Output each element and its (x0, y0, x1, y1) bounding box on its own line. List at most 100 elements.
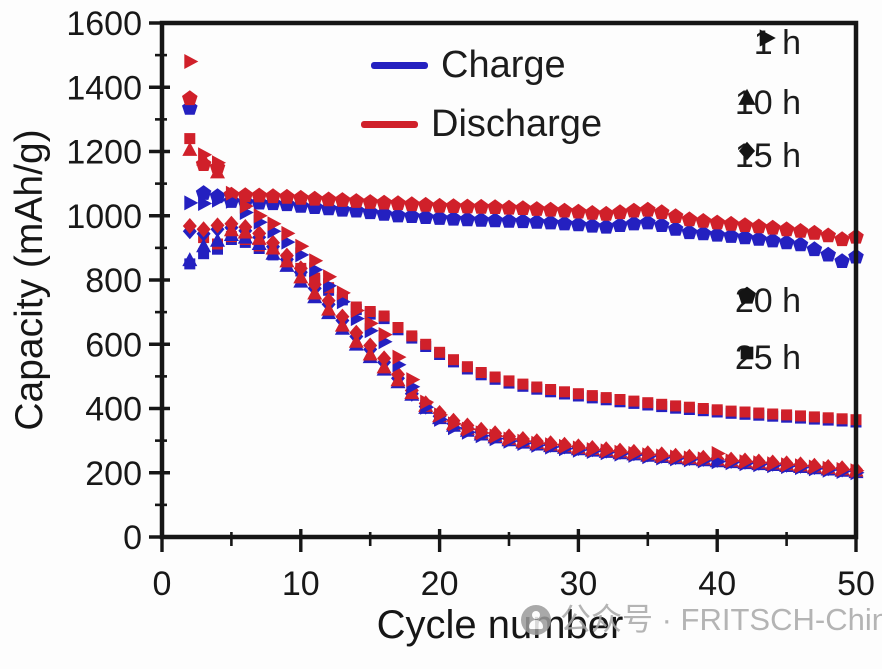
data-point (182, 218, 197, 234)
data-point (445, 198, 462, 213)
diamond-marker-icon (738, 141, 836, 168)
data-point (709, 214, 725, 230)
data-point (711, 404, 723, 416)
y-tick-label: 0 (123, 519, 142, 557)
data-point (697, 403, 709, 414)
y-tick-label: 400 (85, 391, 142, 429)
data-point (806, 224, 823, 240)
data-point (307, 285, 323, 300)
data-point (404, 385, 420, 400)
data-point (695, 225, 712, 241)
data-point (725, 405, 737, 417)
data-point (349, 324, 364, 341)
data-point (348, 333, 364, 348)
data-point (711, 446, 726, 461)
data-point (225, 185, 240, 201)
data-point (739, 406, 751, 418)
data-point (753, 407, 765, 419)
data-point (461, 361, 473, 373)
data-point (265, 188, 281, 204)
data-point (448, 354, 459, 366)
data-point (778, 221, 795, 237)
data-point (434, 346, 446, 358)
data-point (431, 197, 448, 213)
data-point (642, 447, 657, 463)
data-point (376, 359, 392, 374)
data-point (751, 231, 767, 246)
time-legend-entry-20h: 20 h (735, 284, 836, 318)
data-point (792, 223, 809, 238)
time-legend-entry-15h: 15 h (735, 139, 836, 173)
data-point (529, 201, 545, 216)
data-point (184, 133, 196, 145)
data-point (626, 202, 642, 218)
data-point (461, 421, 476, 437)
data-point (487, 212, 503, 228)
data-point (681, 211, 698, 227)
data-point (210, 232, 225, 247)
data-point (376, 205, 392, 221)
data-point (834, 231, 850, 247)
data-point (517, 378, 529, 390)
charge-line-swatch (371, 61, 428, 69)
data-point (531, 435, 546, 451)
data-point (695, 213, 712, 228)
data-point (223, 222, 239, 237)
data-point (489, 371, 501, 383)
x-tick-label: 0 (153, 565, 172, 603)
data-point (767, 456, 782, 472)
data-point (808, 411, 820, 423)
data-point (753, 455, 768, 471)
data-point (836, 462, 851, 477)
data-point (475, 425, 490, 441)
data-point (545, 384, 557, 395)
data-point (723, 215, 739, 231)
data-point (392, 349, 407, 365)
data-point (265, 240, 281, 255)
data-point (556, 202, 573, 218)
data-point (626, 215, 642, 231)
up-triangle-marker-icon (738, 88, 836, 115)
square-glyph (740, 346, 754, 360)
wechat-official-account-icon (521, 604, 551, 635)
data-point (628, 395, 640, 407)
data-point (210, 217, 225, 234)
data-point (503, 375, 515, 387)
data-point (335, 308, 350, 325)
pentagon-marker-icon (737, 286, 836, 313)
data-point (434, 407, 449, 423)
legend-entry-discharge: Discharge (361, 105, 602, 143)
data-point (598, 205, 614, 221)
data-point (363, 337, 378, 354)
data-point (584, 217, 601, 233)
data-point (795, 410, 806, 422)
data-point (822, 460, 837, 476)
data-point (559, 386, 570, 398)
data-point (764, 232, 781, 248)
data-point (628, 446, 643, 461)
legend-label-charge: Charge (441, 44, 566, 86)
data-point (251, 230, 267, 245)
data-point (612, 217, 628, 232)
data-point (281, 225, 296, 241)
data-point (362, 194, 378, 209)
y-tick-label: 1200 (66, 134, 142, 172)
time-legend-entry-10h: 10 h (735, 86, 836, 120)
data-point (279, 188, 295, 204)
data-point (445, 210, 462, 226)
y-tick-label: 1600 (66, 5, 142, 43)
data-point (697, 451, 712, 467)
data-point (473, 198, 489, 214)
series-1h-discharge (184, 54, 865, 479)
data-point (195, 185, 212, 200)
data-point (320, 191, 337, 207)
data-point (406, 330, 418, 342)
data-point (614, 394, 626, 405)
data-point (739, 454, 754, 470)
data-point (392, 322, 404, 333)
data-point (182, 141, 198, 156)
right-triangle-glyph (759, 29, 776, 47)
data-point (182, 252, 198, 267)
data-point (251, 187, 267, 203)
data-point (293, 260, 308, 277)
